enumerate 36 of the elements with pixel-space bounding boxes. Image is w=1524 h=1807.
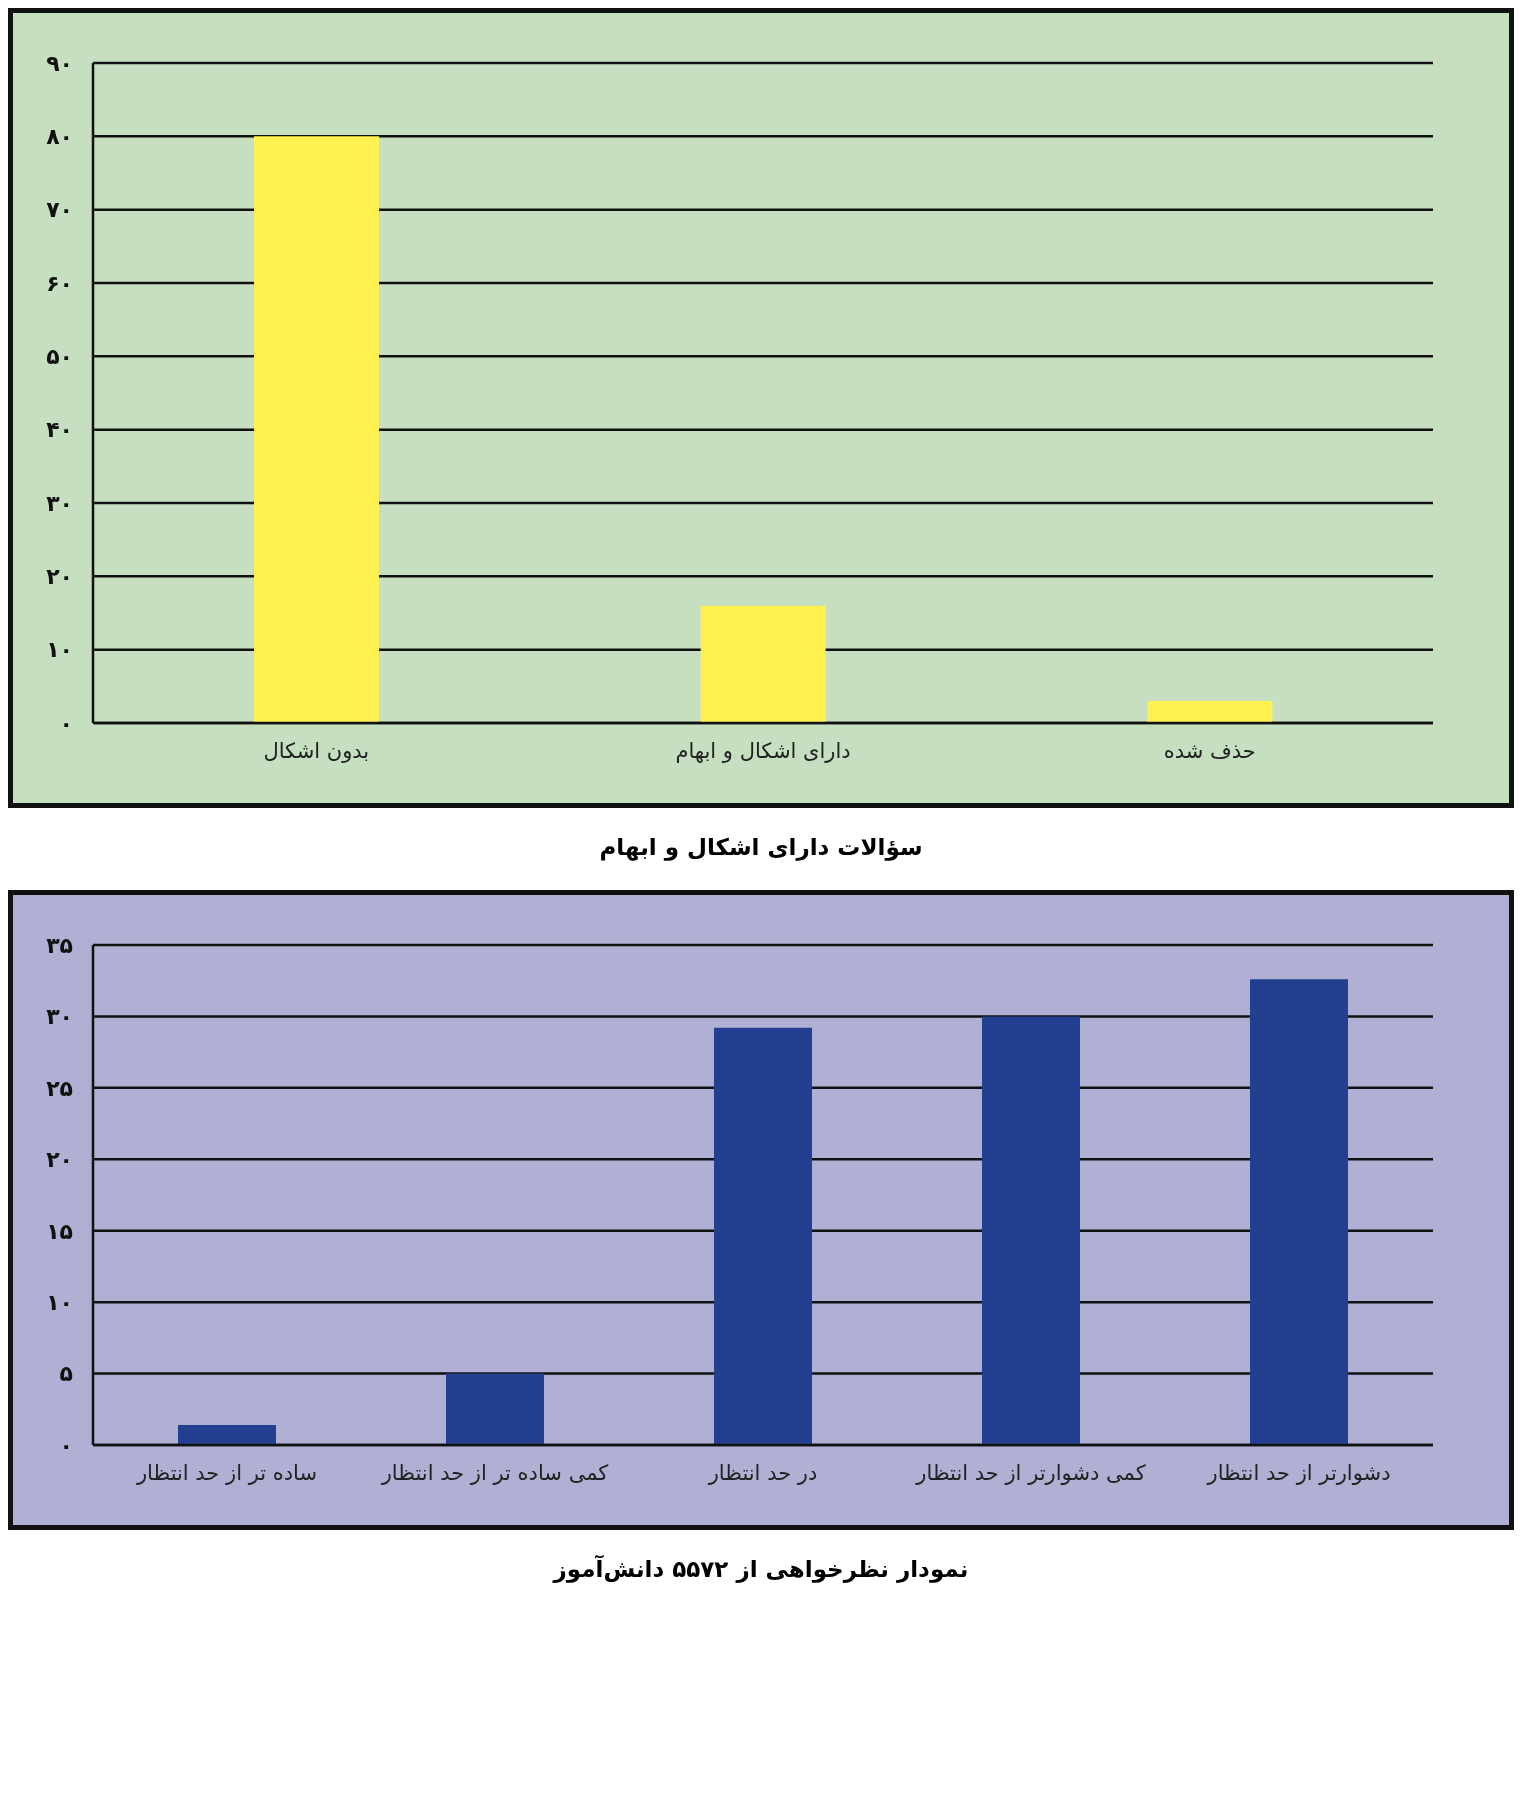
x-tick-label: ساده تر از حد انتظار xyxy=(135,1460,318,1485)
x-tick-label: دشوارتر از حد انتظار xyxy=(1206,1460,1391,1485)
x-tick-label: کمی ساده تر از حد انتظار xyxy=(380,1460,609,1485)
y-tick-label: ۸۰ xyxy=(46,124,73,150)
y-tick-label: ۱۰ xyxy=(46,1289,73,1315)
y-tick-label: ۳۰ xyxy=(46,1004,73,1030)
bar xyxy=(700,605,826,723)
y-tick-label: ۶۰ xyxy=(46,270,73,296)
bar xyxy=(1250,979,1348,1445)
y-tick-label: ۰ xyxy=(59,1432,73,1458)
bar xyxy=(982,1016,1080,1445)
y-tick-label: ۰ xyxy=(59,710,73,736)
bar xyxy=(1147,701,1273,723)
x-tick-label: کمی دشوارتر از حد انتظار xyxy=(915,1460,1146,1485)
y-tick-label: ۹۰ xyxy=(46,50,73,76)
bar xyxy=(178,1425,276,1445)
text: نمودار نظرخواهی از ۵۵۷۲ دانش‌آموز xyxy=(551,1556,970,1582)
y-tick-label: ۴۰ xyxy=(46,417,73,443)
y-tick-label: ۲۰ xyxy=(46,1147,73,1173)
y-tick-label: ۵۰ xyxy=(46,344,73,370)
x-tick-label: در حد انتظار xyxy=(707,1460,818,1485)
y-tick-label: ۱۰ xyxy=(46,637,73,663)
y-tick-label: ۵ xyxy=(59,1361,73,1387)
text: سؤالات دارای اشکال و ابهام xyxy=(598,834,924,860)
bar xyxy=(714,1027,812,1445)
bar xyxy=(254,136,379,723)
y-tick-label: ۷۰ xyxy=(46,197,73,223)
x-tick-label: بدون اشکال xyxy=(263,738,370,763)
x-tick-label: حذف شده xyxy=(1163,738,1256,763)
y-tick-label: ۳۵ xyxy=(46,932,73,958)
y-tick-label: ۳۰ xyxy=(46,490,73,516)
x-tick-label: دارای اشکال و ابهام xyxy=(675,738,851,763)
y-tick-label: ۱۵ xyxy=(46,1218,73,1244)
bar xyxy=(446,1373,544,1445)
y-tick-label: ۲۰ xyxy=(46,564,73,590)
y-tick-label: ۲۵ xyxy=(46,1075,73,1101)
